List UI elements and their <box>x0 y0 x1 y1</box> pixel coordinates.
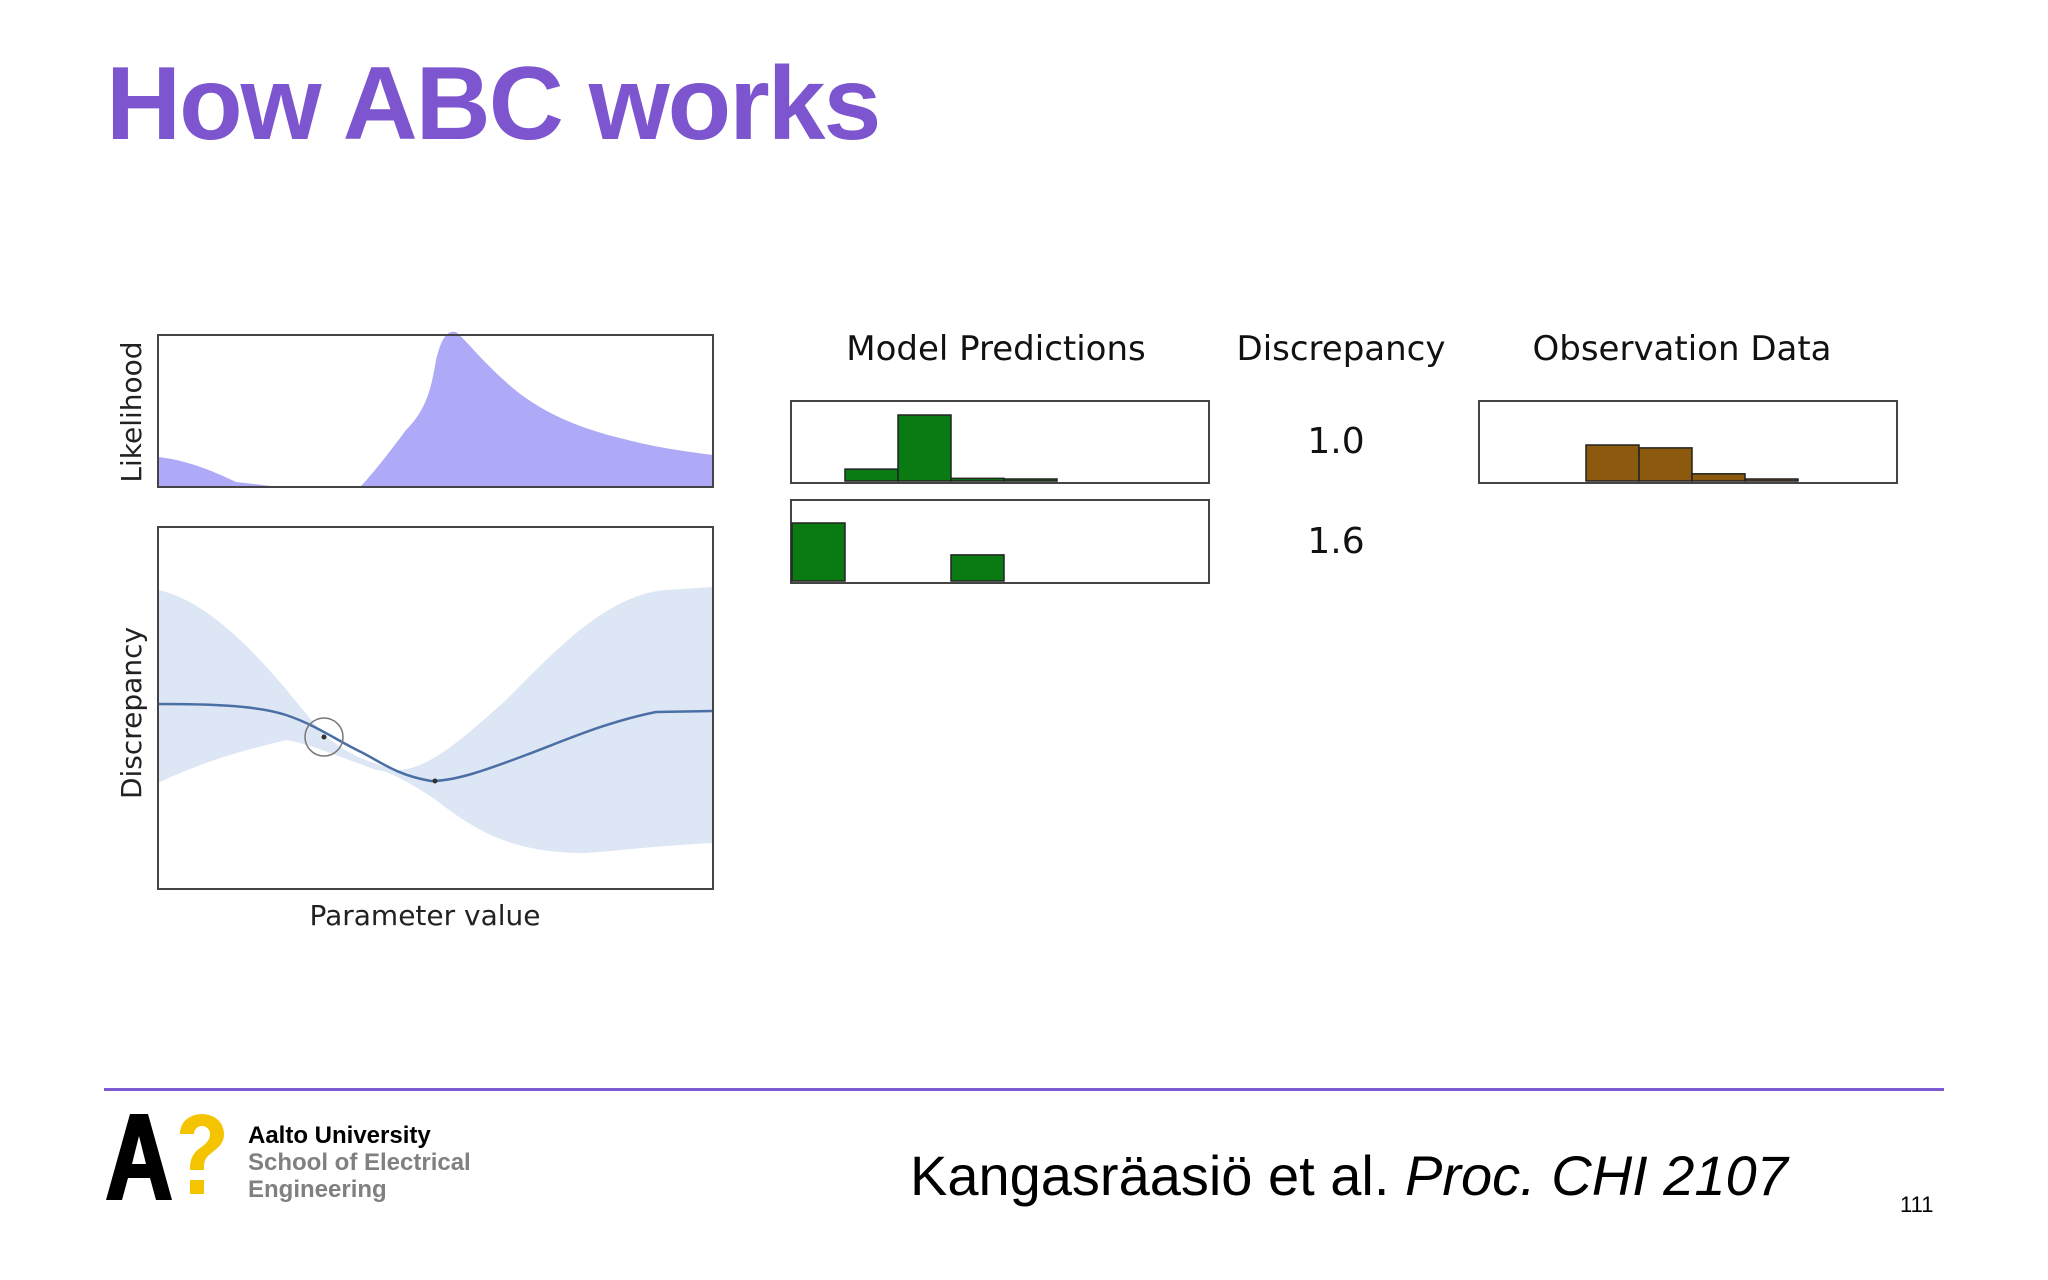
model-predictions-header: Model Predictions <box>846 329 1146 369</box>
gp-mean-curve <box>157 702 714 783</box>
prediction-histogram-2 <box>791 522 1005 582</box>
histogram-bar <box>844 468 899 482</box>
observation-data-header: Observation Data <box>1532 329 1831 369</box>
footer-divider <box>104 1088 1944 1091</box>
citation-authors: Kangasräasiö et al. <box>910 1144 1405 1207</box>
likelihood-axis-label: Likelihood <box>115 341 148 482</box>
abc-figure: Likelihood Discrepancy Parameter value M… <box>106 320 1956 940</box>
discrepancy-value-2: 1.6 <box>1307 521 1364 562</box>
histogram-bar <box>1638 447 1693 482</box>
slide-title: How ABC works <box>106 46 881 162</box>
discrepancy-panel: Discrepancy Parameter value <box>115 526 714 932</box>
likelihood-frame <box>157 334 714 488</box>
histogram-bar <box>1691 473 1746 482</box>
discrepancy-frame <box>157 526 714 890</box>
university-line-2: School of Electrical <box>248 1149 471 1176</box>
university-line-1: Aalto University <box>248 1122 431 1149</box>
histogram-bar <box>1744 478 1799 482</box>
histogram-bar <box>950 477 1005 482</box>
aalto-logo-icon <box>106 1114 224 1200</box>
evaluated-point <box>321 734 327 740</box>
prediction-row-2: 1.6 <box>790 499 1365 584</box>
histogram-bar <box>791 522 846 582</box>
histogram-bar <box>1585 444 1640 482</box>
citation: Kangasräasiö et al. Proc. CHI 2107 <box>910 1148 1788 1204</box>
observation-panel <box>1478 400 1898 484</box>
discrepancy-value-1: 1.0 <box>1307 421 1364 462</box>
observation-histogram <box>1585 444 1799 482</box>
gp-confidence-band <box>158 587 713 853</box>
citation-journal: Proc. CHI 2107 <box>1404 1144 1788 1207</box>
prediction-row-1: 1.0 <box>790 400 1365 484</box>
slide-number: 111 <box>1900 1192 1934 1217</box>
histogram-bar <box>897 414 952 482</box>
discrepancy-header: Discrepancy <box>1237 329 1446 369</box>
likelihood-curve <box>158 331 713 486</box>
discrepancy-axis-label: Discrepancy <box>115 627 148 799</box>
evaluated-point-marker <box>304 717 344 757</box>
prediction-histogram-1 <box>844 414 1058 482</box>
university-name: Aalto University School of Electrical En… <box>248 1122 471 1203</box>
minimum-point <box>432 778 438 784</box>
abc-diagram: Likelihood Discrepancy Parameter value M… <box>115 329 1898 932</box>
histogram-bar <box>950 554 1005 582</box>
parameter-axis-label: Parameter value <box>309 899 540 932</box>
university-line-3: Engineering <box>248 1176 387 1203</box>
likelihood-panel: Likelihood <box>115 331 714 488</box>
histogram-bar <box>1003 478 1058 482</box>
